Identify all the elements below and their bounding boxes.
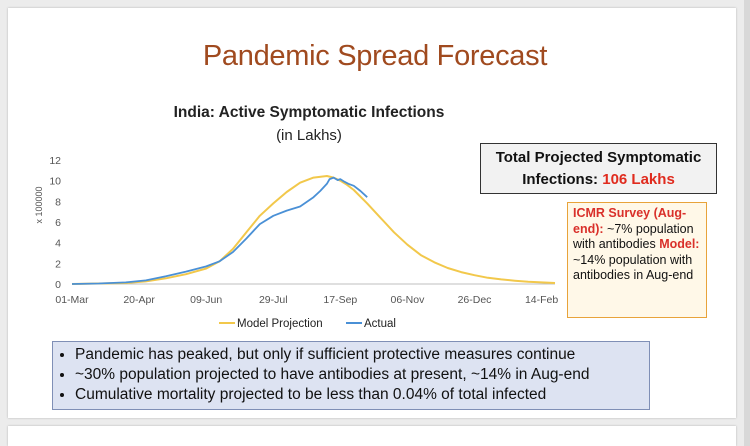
window-edge <box>744 0 750 446</box>
model-label: Model: <box>659 237 700 251</box>
y-tick-label: 8 <box>55 196 61 208</box>
icmr-survey-text: ~7% population with antibodies <box>573 221 694 252</box>
y-tick-label: 12 <box>49 155 61 167</box>
bullet-item: ~30% population projected to have antibo… <box>75 365 643 385</box>
x-tick-label: 20-Apr <box>123 294 155 306</box>
y-tick-label: 2 <box>55 258 61 270</box>
slide-title: Pandemic Spread Forecast <box>202 40 548 72</box>
x-tick-label: 29-Jul <box>259 294 288 306</box>
chart-title: India: Active Symptomatic Infections <box>173 104 445 121</box>
x-tick-label: 26-Dec <box>458 294 492 306</box>
x-axis: 01-Mar 20-Apr 09-Jun 29-Jul 17-Sep 06-Nov 26-D… <box>55 294 558 306</box>
summary-bullets: Pandemic has peaked, but only if suffici… <box>52 341 650 410</box>
y-axis: 0 2 4 6 8 10 12 <box>49 155 61 291</box>
legend-label: Model Projection <box>237 318 323 330</box>
total-infections-value: 106 Lakhs <box>602 171 675 188</box>
y-tick-label: 6 <box>55 217 61 229</box>
icmr-survey-box: ICMR Survey (Aug-end): ~7% population wi… <box>567 202 707 318</box>
icmr-survey-label: ICMR Survey (Aug-end): <box>573 206 687 236</box>
x-tick-label: 09-Jun <box>190 294 222 306</box>
legend-label: Actual <box>364 318 396 330</box>
x-tick-label: 17-Sep <box>323 294 357 306</box>
y-tick-label: 0 <box>55 279 61 291</box>
model-projection-line <box>71 175 556 285</box>
chart-subtitle: (in Lakhs) <box>276 127 342 144</box>
series-lines <box>71 175 556 285</box>
total-infections-box: Total Projected Symptomatic Infections: … <box>480 143 717 194</box>
x-tick-label: 01-Mar <box>55 294 89 306</box>
bullet-item: Cumulative mortality projected to be les… <box>75 385 643 405</box>
next-slide-strip <box>8 426 736 446</box>
model-text: ~14% population with antibodies in Aug-e… <box>573 252 694 283</box>
y-tick-label: 4 <box>55 238 61 250</box>
actual-line <box>71 176 368 285</box>
x-tick-label: 06-Nov <box>390 294 425 306</box>
x-tick-label: 14-Feb <box>525 294 558 306</box>
y-tick-label: 10 <box>49 176 61 188</box>
legend: Model Projection Actual <box>219 318 396 330</box>
y-axis-label: x 100000 <box>34 186 44 223</box>
total-infections-label: Total Projected Symptomatic Infections: <box>495 149 702 188</box>
bullet-item: Pandemic has peaked, but only if suffici… <box>75 345 643 365</box>
